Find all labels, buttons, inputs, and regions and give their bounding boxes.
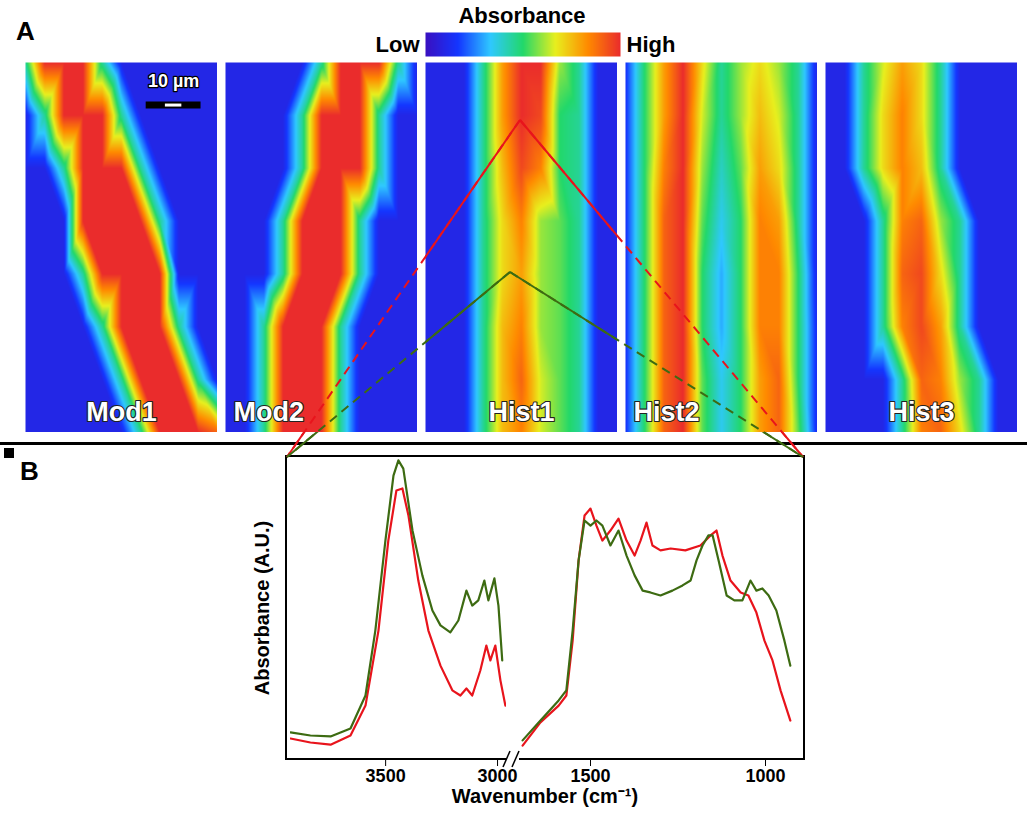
svg-text:Mod1: Mod1 [86, 397, 157, 427]
svg-text:High: High [627, 32, 676, 57]
svg-text:1500: 1500 [570, 766, 610, 786]
html-text:Absorbance (A.U.): Absorbance (A.U.) [251, 520, 273, 696]
html-text:B: B [20, 456, 39, 486]
svg-text:Hist3: Hist3 [888, 397, 954, 427]
svg-text:Hist1: Hist1 [488, 397, 554, 427]
svg-text:10 µm: 10 µm [148, 71, 199, 91]
svg-text:1000: 1000 [745, 766, 785, 786]
html-text:Wavenumber (cm⁻¹): Wavenumber (cm⁻¹) [451, 785, 639, 807]
html-text:Absorbance: Absorbance [458, 3, 586, 28]
svg-text:Low: Low [376, 32, 421, 57]
html-text:A: A [16, 16, 35, 46]
svg-text:3500: 3500 [366, 766, 406, 786]
svg-text:Mod2: Mod2 [234, 397, 305, 427]
svg-text:3000: 3000 [478, 766, 518, 786]
svg-text:Hist2: Hist2 [634, 397, 700, 427]
